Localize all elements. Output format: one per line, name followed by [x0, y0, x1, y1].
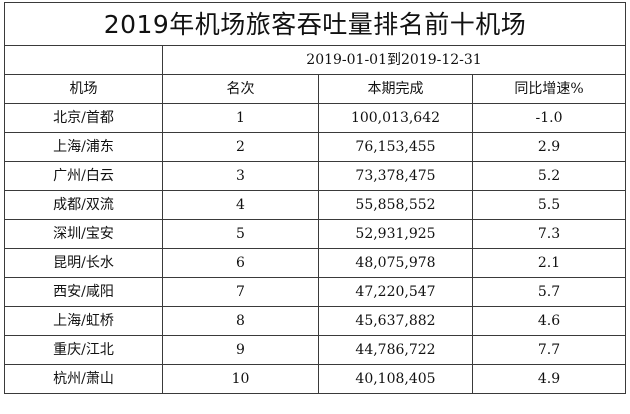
airport-cell: 杭州/萧山: [4, 364, 163, 394]
spreadsheet: 2019年机场旅客吞吐量排名前十机场 2019-01-01到2019-12-31…: [4, 2, 626, 410]
growth-cell: 4.6: [472, 306, 626, 336]
column-header-rank: 名次: [162, 74, 319, 104]
rank-cell: 10: [162, 364, 319, 394]
table-row: 上海/浦东 2 76,153,455 2.9: [4, 132, 626, 162]
column-header-completed: 本期完成: [318, 74, 473, 104]
growth-cell: 4.9: [472, 364, 626, 394]
rank-cell: 1: [162, 103, 319, 133]
date-row: 2019-01-01到2019-12-31: [4, 45, 626, 75]
rank-cell: 2: [162, 132, 319, 162]
growth-cell: 7.7: [472, 335, 626, 365]
growth-cell: 5.5: [472, 190, 626, 220]
completed-cell: 40,108,405: [318, 364, 473, 394]
empty-cell: [4, 45, 163, 75]
rank-cell: 7: [162, 277, 319, 307]
table-row: 广州/白云 3 73,378,475 5.2: [4, 161, 626, 191]
completed-cell: 55,858,552: [318, 190, 473, 220]
airport-cell: 成都/双流: [4, 190, 163, 220]
airport-cell: 上海/浦东: [4, 132, 163, 162]
airport-cell: 深圳/宝安: [4, 219, 163, 249]
growth-cell: 2.9: [472, 132, 626, 162]
column-header-growth: 同比增速%: [472, 74, 626, 104]
airport-cell: 北京/首都: [4, 103, 163, 133]
completed-cell: 100,013,642: [318, 103, 473, 133]
table-row: 西安/咸阳 7 47,220,547 5.7: [4, 277, 626, 307]
completed-cell: 76,153,455: [318, 132, 473, 162]
date-range: 2019-01-01到2019-12-31: [162, 45, 626, 75]
column-header-airport: 机场: [4, 74, 163, 104]
table-row: 重庆/江北 9 44,786,722 7.7: [4, 335, 626, 365]
completed-cell: 45,637,882: [318, 306, 473, 336]
title-row: 2019年机场旅客吞吐量排名前十机场: [4, 2, 626, 46]
growth-cell: 7.3: [472, 219, 626, 249]
completed-cell: 44,786,722: [318, 335, 473, 365]
completed-cell: 47,220,547: [318, 277, 473, 307]
completed-cell: 73,378,475: [318, 161, 473, 191]
table-row: 深圳/宝安 5 52,931,925 7.3: [4, 219, 626, 249]
table-row: 杭州/萧山 10 40,108,405 4.9: [4, 364, 626, 394]
header-row: 机场 名次 本期完成 同比增速%: [4, 74, 626, 104]
airport-cell: 昆明/长水: [4, 248, 163, 278]
airport-ranking-table: 2019年机场旅客吞吐量排名前十机场 2019-01-01到2019-12-31…: [4, 2, 626, 394]
rank-cell: 3: [162, 161, 319, 191]
airport-cell: 上海/虹桥: [4, 306, 163, 336]
growth-cell: 5.7: [472, 277, 626, 307]
growth-cell: 5.2: [472, 161, 626, 191]
airport-cell: 广州/白云: [4, 161, 163, 191]
completed-cell: 52,931,925: [318, 219, 473, 249]
rank-cell: 8: [162, 306, 319, 336]
rank-cell: 5: [162, 219, 319, 249]
table-row: 上海/虹桥 8 45,637,882 4.6: [4, 306, 626, 336]
rank-cell: 4: [162, 190, 319, 220]
growth-cell: -1.0: [472, 103, 626, 133]
table-row: 北京/首都 1 100,013,642 -1.0: [4, 103, 626, 133]
table-row: 成都/双流 4 55,858,552 5.5: [4, 190, 626, 220]
rank-cell: 9: [162, 335, 319, 365]
growth-cell: 2.1: [472, 248, 626, 278]
rank-cell: 6: [162, 248, 319, 278]
completed-cell: 48,075,978: [318, 248, 473, 278]
airport-cell: 西安/咸阳: [4, 277, 163, 307]
table-title: 2019年机场旅客吞吐量排名前十机场: [4, 2, 626, 46]
table-row: 昆明/长水 6 48,075,978 2.1: [4, 248, 626, 278]
airport-cell: 重庆/江北: [4, 335, 163, 365]
